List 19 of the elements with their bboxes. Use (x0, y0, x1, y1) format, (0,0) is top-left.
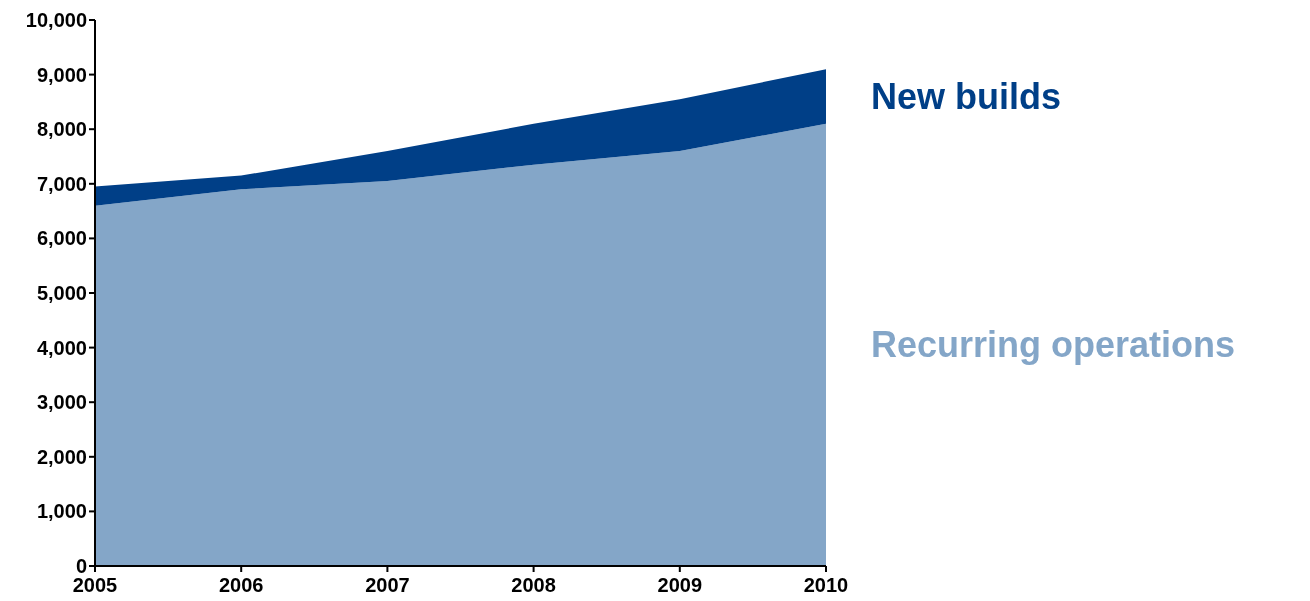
x-tick-label: 2007 (365, 574, 410, 596)
x-tick-label: 2006 (218, 574, 264, 596)
y-tick-label: 9,000 (36, 63, 87, 86)
series-label: New builds (871, 76, 1062, 118)
y-tick-label: 1,000 (36, 500, 87, 523)
y-tick-label: 4,000 (36, 336, 87, 359)
y-tick-label: 6,000 (36, 227, 87, 250)
y-tick-label: 10,000 (25, 9, 87, 31)
y-tick-label: 3,000 (36, 391, 87, 414)
x-tick-label: 2010 (803, 574, 849, 596)
series-label: Recurring operations (871, 324, 1236, 366)
y-tick-label: 5,000 (36, 282, 87, 304)
x-tick-label: 2008 (511, 574, 556, 596)
y-tick-label: 7,000 (36, 172, 87, 195)
x-tick-label: 2009 (657, 574, 703, 596)
y-tick-label: 2,000 (36, 445, 87, 468)
y-tick-label: 0 (75, 555, 87, 577)
y-tick-label: 8,000 (36, 118, 87, 141)
x-tick-label: 2005 (72, 574, 118, 596)
